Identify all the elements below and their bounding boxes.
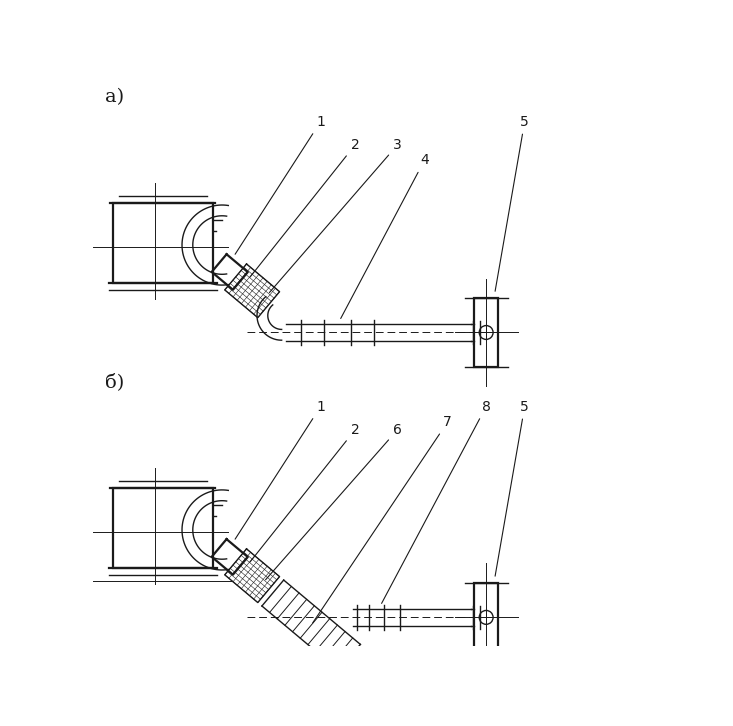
Text: 1: 1 [235,399,325,539]
Text: 3: 3 [270,138,402,293]
Text: a): a) [105,89,124,107]
Text: 7: 7 [313,415,452,623]
Bar [474,298,498,367]
Bar [113,203,213,283]
Bar [113,488,213,568]
Text: 5: 5 [495,399,529,576]
Text: 8: 8 [382,399,490,603]
Text: 6: 6 [265,423,402,580]
Text: 4: 4 [341,153,429,319]
Text: б): б) [105,373,125,391]
Text: 2: 2 [250,138,360,277]
Bar [474,583,498,652]
Text: 5: 5 [495,115,529,291]
Text: 2: 2 [250,423,360,562]
Text: 1: 1 [235,115,325,254]
